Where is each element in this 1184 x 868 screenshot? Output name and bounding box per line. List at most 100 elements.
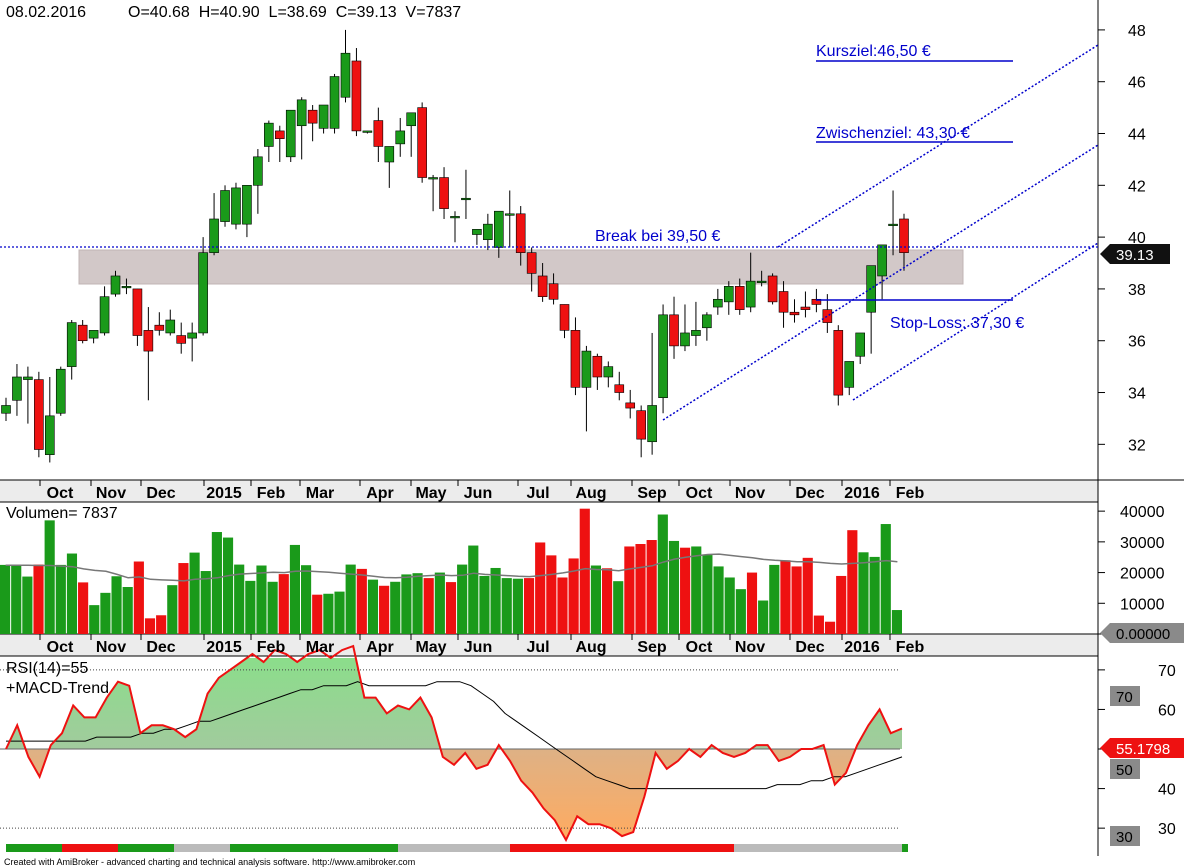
x-axis-label: Nov <box>96 639 126 656</box>
volume-tick-label: 20000 <box>1120 566 1165 583</box>
volume-bar <box>501 578 512 634</box>
candle-body <box>789 311 800 316</box>
candle-body <box>198 252 208 334</box>
x-axis-label: Apr <box>366 485 394 502</box>
volume-bar <box>858 552 869 634</box>
candle-body <box>176 335 187 344</box>
x-axis-label: May <box>415 485 446 502</box>
volume-last-label: 0.00000 <box>1116 626 1170 643</box>
volume-bar <box>880 524 891 634</box>
volume-bar <box>234 564 245 634</box>
candle-body <box>669 314 679 347</box>
rsi-title: RSI(14)=55 <box>6 660 88 677</box>
trend-ribbon-segment <box>174 844 230 852</box>
candle-body <box>88 330 99 339</box>
volume-bar <box>33 564 44 634</box>
candle-body <box>209 218 219 253</box>
candle-body <box>756 280 767 283</box>
candle-body <box>515 213 526 253</box>
volume-bar <box>657 514 668 634</box>
macd-trend-line <box>6 681 903 790</box>
candle-body <box>778 291 789 313</box>
trend-ribbon-segment <box>510 844 734 852</box>
volume-bar <box>758 600 769 634</box>
rsi-tick-label: 70 <box>1158 663 1176 680</box>
volume-bar <box>133 561 144 634</box>
volume-bar <box>267 581 278 634</box>
x-axis-label: Dec <box>146 485 175 502</box>
candle-body <box>745 280 756 308</box>
x-axis-label: Jul <box>526 639 549 656</box>
candle-body <box>723 286 734 303</box>
price-layer <box>1 29 909 463</box>
trend-ribbon-segment <box>62 844 118 852</box>
rsi-area-below-50 <box>25 749 856 840</box>
volume-bar <box>345 564 356 634</box>
candle-body <box>526 252 537 274</box>
volume-bar <box>479 575 490 634</box>
price-x-axis-strip <box>0 480 1098 502</box>
price-tick-label: 36 <box>1128 334 1146 351</box>
candle-body <box>822 309 833 323</box>
volume-bar <box>546 555 557 634</box>
x-axis-label: Dec <box>146 639 175 656</box>
volume-bar <box>211 532 222 634</box>
volume-bar <box>635 544 646 634</box>
volume-bar <box>724 577 735 634</box>
x-axis-label: Dec <box>795 639 824 656</box>
x-axis-label: Feb <box>257 639 286 656</box>
candle-body <box>461 197 471 201</box>
volume-bar <box>802 557 813 634</box>
candle-body <box>143 330 154 352</box>
x-axis-label: Aug <box>575 485 606 502</box>
x-axis-label: Aug <box>575 639 606 656</box>
volume-bar <box>769 564 780 634</box>
candle-body <box>647 405 657 443</box>
rsi-level-50-label: 50 <box>1116 762 1133 779</box>
volume-bar <box>579 508 590 634</box>
candle-body <box>45 415 55 455</box>
volume-last-tag <box>1100 623 1184 643</box>
candle-body <box>373 120 384 147</box>
price-tick-label: 44 <box>1128 127 1146 144</box>
volume-layer <box>0 508 902 634</box>
volume-bar <box>100 592 111 634</box>
candle-body <box>77 324 88 342</box>
x-axis-label: Oct <box>47 639 74 656</box>
x-axis-label: Sep <box>637 639 667 656</box>
volume-bar <box>167 585 178 634</box>
price-tick-label: 46 <box>1128 75 1146 92</box>
x-axis-label: Nov <box>735 639 765 656</box>
x-axis-label: Nov <box>735 485 765 502</box>
volume-bar <box>613 581 624 634</box>
candle-body <box>132 288 143 336</box>
volume-bar <box>289 544 300 634</box>
volume-bar <box>78 582 89 634</box>
candle-body <box>23 376 33 380</box>
volume-bar <box>468 545 479 634</box>
candle-body <box>296 99 307 127</box>
volume-bar <box>111 576 122 634</box>
candle-body <box>231 187 241 225</box>
volume-bar <box>836 575 847 634</box>
candle-body <box>548 283 559 300</box>
trend-ribbon-segment <box>118 844 174 852</box>
kursziel-label: Kursziel:46,50 € <box>816 43 931 60</box>
candle-body <box>833 330 844 396</box>
volume-bar <box>490 567 501 634</box>
volume-tick-label: 10000 <box>1120 596 1165 613</box>
candle-body <box>154 324 165 331</box>
volume-bar <box>278 574 289 634</box>
candle-body <box>253 156 263 186</box>
rsi-line <box>5 644 903 843</box>
price-tick-label: 40 <box>1128 230 1146 247</box>
header-ohlcv: O=40.68 H=40.90 L=38.69 C=39.13 V=7837 <box>128 4 461 21</box>
volume-bar <box>590 565 601 634</box>
candle-body <box>691 330 701 336</box>
volume-bar <box>379 585 390 634</box>
rsi-tick-label: 40 <box>1158 782 1176 799</box>
price-panel <box>0 0 1098 480</box>
candle-body <box>844 361 855 388</box>
candle-body <box>888 223 898 226</box>
candle-body <box>384 146 395 163</box>
